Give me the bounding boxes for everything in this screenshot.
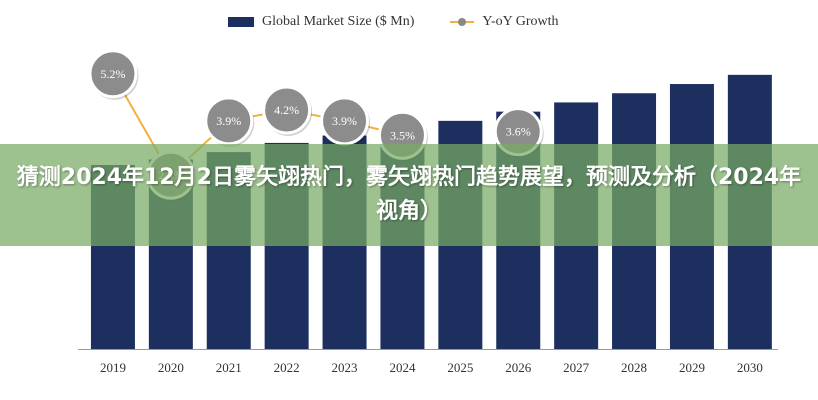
legend-bar-swatch xyxy=(228,17,254,27)
x-tick-label-2030: 2030 xyxy=(737,360,763,375)
chart-legend: Global Market Size ($ Mn) Y-oY Growth xyxy=(228,14,559,30)
x-tick-label-2020: 2020 xyxy=(158,360,184,375)
x-tick-label-2026: 2026 xyxy=(505,360,532,375)
x-tick-label-2029: 2029 xyxy=(679,360,705,375)
growth-marker-2022 xyxy=(262,85,312,135)
legend-bar-label: Global Market Size ($ Mn) xyxy=(262,14,415,29)
x-tick-label-2023: 2023 xyxy=(332,360,358,375)
growth-data-label-2023: 3.9% xyxy=(332,114,357,128)
x-tick-label-2019: 2019 xyxy=(100,360,126,375)
growth-data-label-2024: 3.5% xyxy=(390,128,415,142)
x-tick-label-2021: 2021 xyxy=(216,360,242,375)
legend-line-swatch xyxy=(450,17,475,27)
growth-data-label-2019: 5.2% xyxy=(100,67,125,81)
growth-data-label-2026: 3.6% xyxy=(506,125,531,139)
headline-banner: 猜测2024年12月2日雾矢翊热门，雾矢翊热门趋势展望，预测及分析（2024年视… xyxy=(0,144,818,246)
x-tick-label-2022: 2022 xyxy=(274,360,300,375)
x-tick-label-2025: 2025 xyxy=(447,360,473,375)
growth-data-label-2021: 3.9% xyxy=(216,114,241,128)
x-tick-label-2027: 2027 xyxy=(563,360,590,375)
x-tick-label-2028: 2028 xyxy=(621,360,647,375)
legend-item-growth: Y-oY Growth xyxy=(450,14,559,30)
legend-line-label: Y-oY Growth xyxy=(482,14,559,29)
growth-data-label-2022: 4.2% xyxy=(274,103,299,117)
x-tick-label-2024: 2024 xyxy=(389,360,416,375)
headline-text: 猜测2024年12月2日雾矢翊热门，雾矢翊热门趋势展望，预测及分析（2024年视… xyxy=(16,165,802,224)
legend-item-market-size: Global Market Size ($ Mn) xyxy=(228,14,414,30)
growth-marker-2021 xyxy=(204,96,254,146)
growth-marker-2019 xyxy=(88,49,138,99)
growth-marker-2023 xyxy=(320,96,370,146)
